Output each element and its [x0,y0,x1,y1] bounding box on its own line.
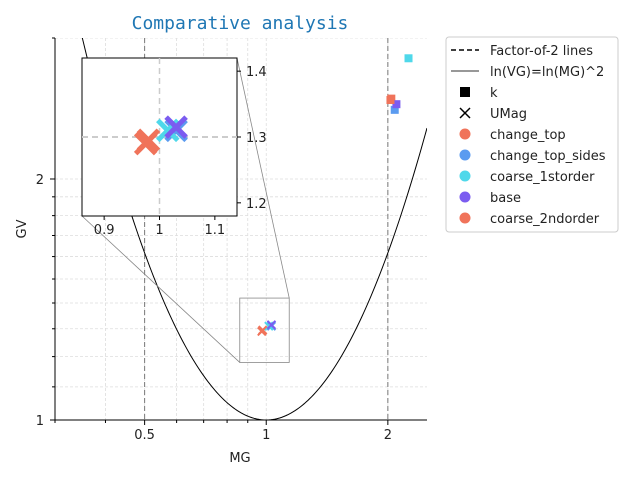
inset-x-tick-label: 1 [155,223,163,238]
legend-label: change_top_sides [490,149,606,164]
grid [55,38,427,420]
inset-plot: 0.9 1 1.1 1.2 1.3 1.4 [81,57,267,238]
legend-label: Factor-of-2 lines [490,44,593,59]
legend-item: coarse_2ndorder [459,212,600,227]
legend-label: change_top [490,128,566,143]
point-k [386,96,395,105]
legend-swatch [460,87,470,97]
inset-y-tick-label: 1.3 [246,131,267,146]
x-tick-label: 2 [384,428,392,443]
legend-swatch [459,107,471,119]
legend-item: k [460,86,498,101]
x-tick-label: 0.5 [134,428,155,443]
point-umag [257,325,268,335]
y-tick-label: 1 [36,414,44,429]
zoom-connector [81,215,241,363]
point-k [392,100,401,109]
legend-item: change_top_sides [459,149,606,164]
point-umag [136,128,161,153]
inset-points [133,115,188,156]
legend-label: ln(VG)=ln(MG)^2 [490,65,604,80]
point-umag [266,320,277,330]
legend-label: UMag [490,107,527,122]
inset-x-tick-label: 1.1 [205,223,226,238]
y-tick-label: 2 [36,173,44,188]
x-tick-label: 1 [262,428,270,443]
legend-label: base [490,191,521,206]
legend-item: coarse_1storder [459,170,595,185]
legend-swatch [459,212,471,224]
legend-label: k [490,86,498,101]
inset-y-tick-label: 1.4 [246,65,267,80]
legend-item: ln(VG)=ln(MG)^2 [451,65,604,80]
legend-item: base [459,191,521,206]
inset-x-tick-label: 0.9 [94,223,115,238]
x-axis-label: MG [229,451,250,466]
legend: Factor-of-2 lines ln(VG)=ln(MG)^2 k UMag cha… [445,36,619,233]
inset-y-tick-label: 1.2 [246,197,267,212]
legend-swatch [459,149,471,161]
legend-swatch [459,128,471,140]
legend-frame [445,36,619,233]
legend-item: UMag [459,107,527,122]
zoom-box [239,297,290,363]
y-axis-label: GV [15,219,30,238]
legend-swatch [459,191,471,203]
point-k [404,54,413,63]
legend-item: change_top [459,128,566,143]
legend-label: coarse_1storder [490,170,595,185]
legend-item: Factor-of-2 lines [451,44,593,59]
point-k [390,105,399,114]
legend-swatch [459,170,471,182]
legend-label: coarse_2ndorder [490,212,600,227]
chart-title: Comparative analysis [132,13,349,34]
zoom-connector [236,57,290,299]
point-umag [164,115,188,139]
